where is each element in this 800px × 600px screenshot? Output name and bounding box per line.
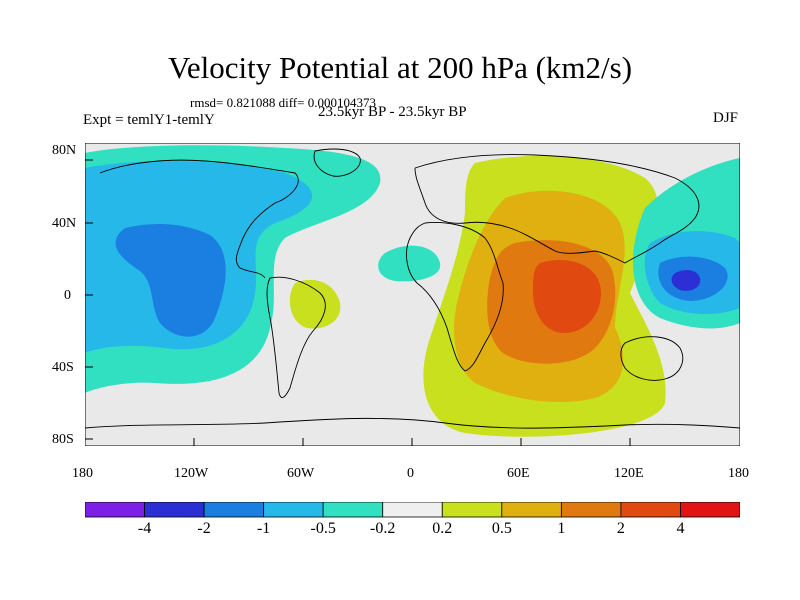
legend-label: -4: [137, 520, 152, 537]
legend-label: 4: [676, 520, 685, 537]
legend-label: 0.5: [491, 520, 512, 537]
coast-antarctica: [85, 417, 740, 429]
lon-label-120e: 120E: [614, 466, 644, 481]
legend-swatch: [620, 502, 681, 518]
contour-pos-0.2-southamerica: [289, 279, 341, 329]
lat-label-40n: 40N: [52, 216, 77, 231]
legend-swatch: [382, 502, 443, 518]
legend-label: 0.2: [432, 520, 453, 537]
legend-label: 2: [616, 520, 625, 537]
plot-title: Velocity Potential at 200 hPa (km2/s): [167, 50, 633, 85]
legend-label: -0.5: [310, 520, 336, 537]
coast-south-america: [266, 276, 326, 399]
legend-swatch: [441, 502, 503, 518]
legend-swatch: [501, 502, 562, 518]
lon-label-120w: 120W: [174, 466, 209, 481]
legend-label: 1: [557, 520, 566, 537]
lat-label-40s: 40S: [52, 360, 74, 375]
statistics-line: rmsd= 0.821088 diff= 0.000104373: [190, 95, 376, 110]
coast-north-america: [99, 159, 299, 279]
season-label: DJF: [712, 110, 738, 126]
axis-ticks: [85, 159, 740, 446]
legend-swatch: [144, 502, 205, 518]
legend-swatch: [680, 502, 740, 518]
contour-neg-1-west: [115, 223, 226, 337]
legend-label: -0.2: [370, 520, 396, 537]
lat-label-80n: 80N: [52, 143, 77, 158]
legend-colorbar: [85, 502, 740, 518]
contour-neg-2-westpacific: [671, 270, 701, 291]
lon-label-180w: 180: [72, 466, 93, 481]
contour-neg-0.2-atlantic: [378, 245, 441, 282]
period-label: 23.5kyr BP - 23.5kyr BP: [318, 104, 467, 120]
coast-australia: [620, 336, 684, 381]
lat-label-0: 0: [64, 288, 71, 303]
contour-pos-2-east: [533, 259, 601, 334]
lon-label-180e: 180: [728, 466, 749, 481]
contour-fields: [85, 145, 740, 437]
coast-greenland: [313, 148, 361, 177]
legend-label: -2: [197, 520, 211, 537]
lon-label-60e: 60E: [507, 466, 530, 481]
coast-africa: [406, 222, 504, 372]
lon-label-0: 0: [407, 466, 414, 481]
coastlines: [85, 148, 740, 429]
velocity-potential-map: [85, 143, 740, 446]
legend-swatch: [85, 502, 145, 518]
coast-europe-asia: [414, 154, 700, 264]
legend-swatch: [560, 502, 622, 518]
lon-label-60w: 60W: [287, 466, 315, 481]
experiment-label: Expt = temlY1-temlY: [83, 112, 215, 128]
legend-swatch: [263, 502, 324, 518]
lat-label-80s: 80S: [52, 432, 74, 447]
legend-swatch: [203, 502, 265, 518]
legend-label: -1: [256, 520, 271, 537]
legend-swatch: [322, 502, 384, 518]
